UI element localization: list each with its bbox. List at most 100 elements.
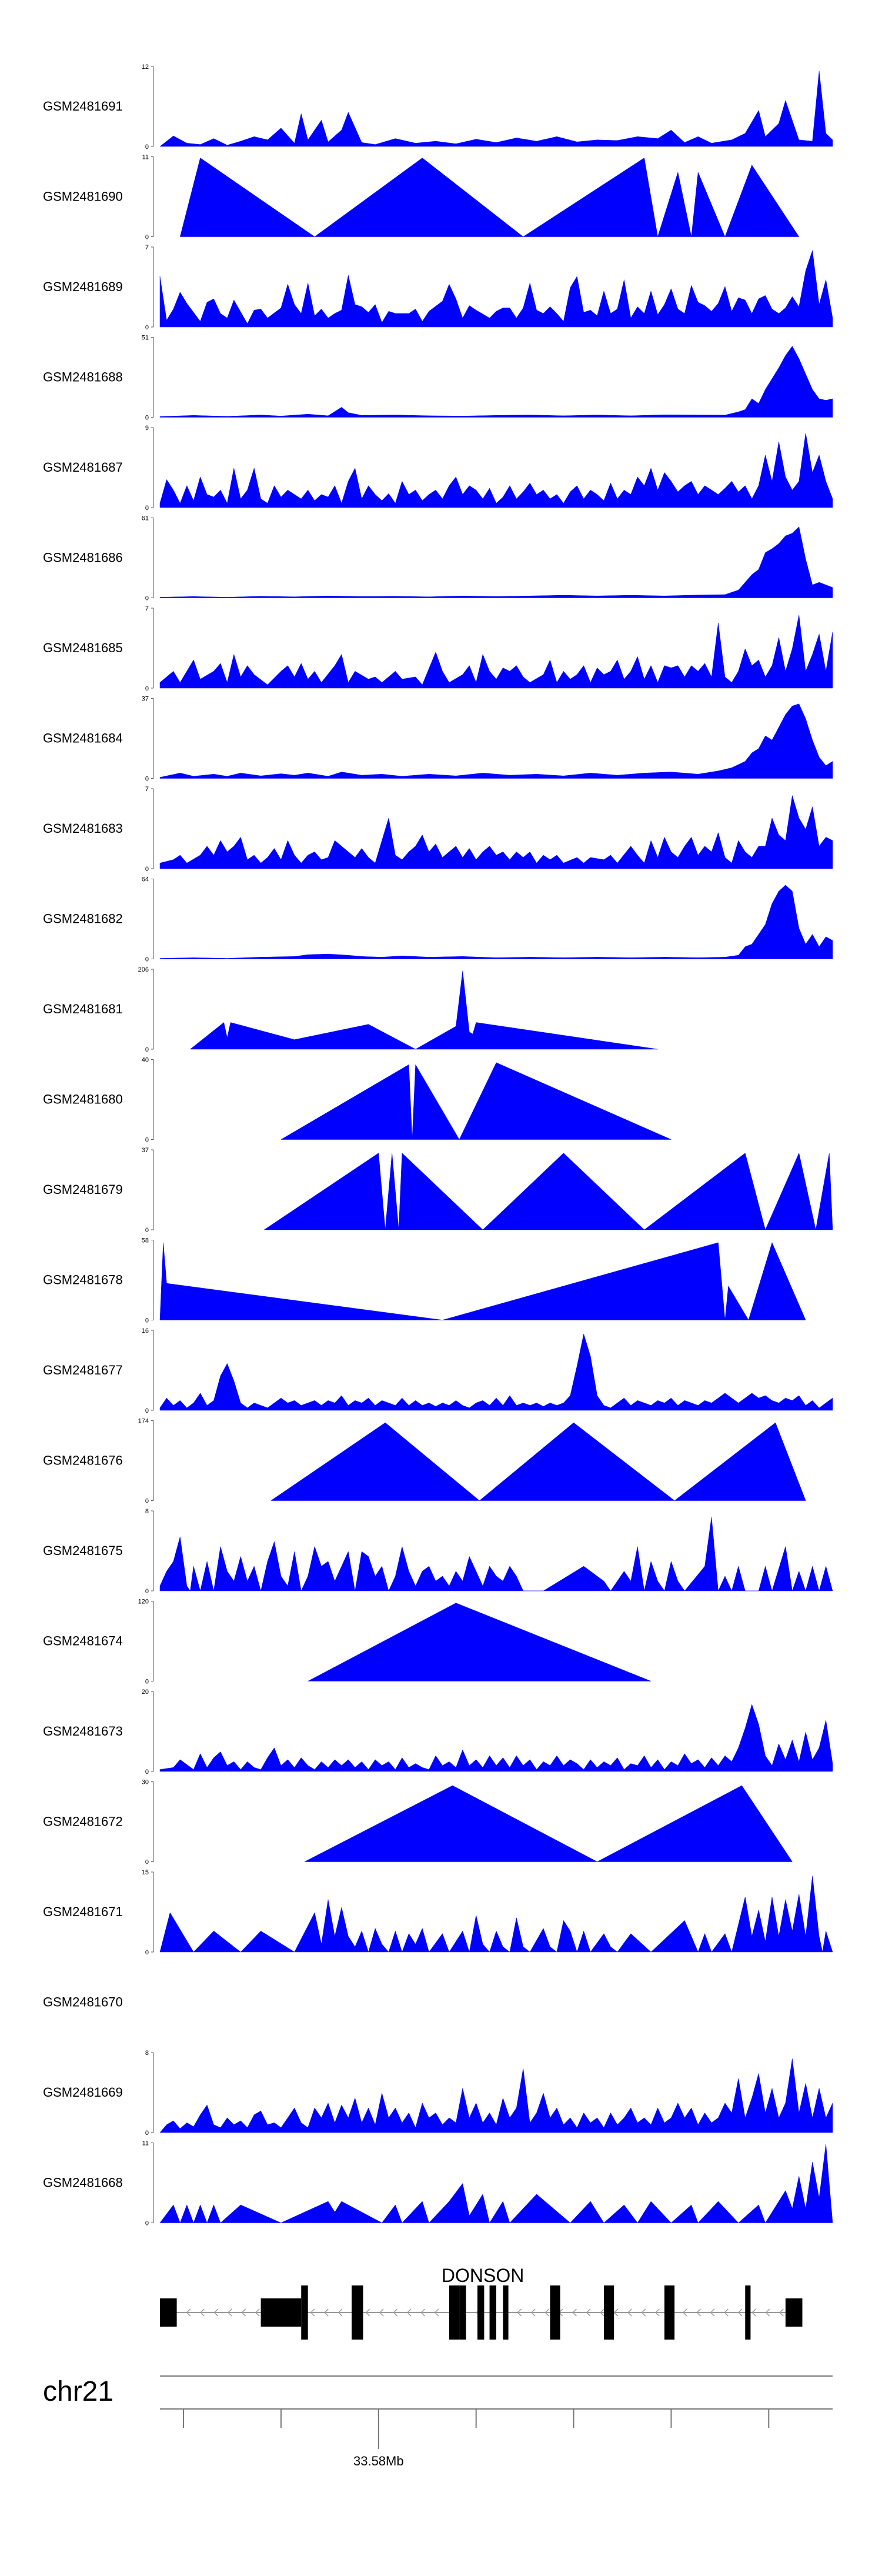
track-GSM2481689: GSM2481689 7 0 [43, 244, 833, 331]
y-tick-min-label: 0 [145, 415, 149, 422]
coverage-area [159, 885, 833, 959]
y-tick-max-label: 40 [142, 1057, 149, 1064]
y-tick-max-label: 9 [145, 425, 149, 432]
coverage-tracks: GSM2481691120GSM2481690110GSM248168970GS… [43, 64, 833, 2227]
coverage-area [270, 1422, 806, 1501]
track-label: GSM2481676 [43, 1453, 123, 1468]
strand-arrow-icon [186, 2308, 191, 2317]
track-label: GSM2481689 [43, 279, 123, 294]
track-GSM2481668: GSM2481668 11 0 [43, 2140, 833, 2227]
track-label: GSM2481669 [43, 2085, 123, 2100]
track-label: GSM2481685 [43, 640, 123, 655]
strand-arrow-icon [544, 2308, 550, 2317]
exon-block [664, 2285, 675, 2340]
exon-block [449, 2285, 460, 2340]
strand-arrow-icon [310, 2308, 315, 2317]
strand-arrow-icon [365, 2308, 370, 2317]
exon-block [503, 2285, 509, 2340]
strand-arrow-icon [751, 2308, 756, 2317]
track-label: GSM2481671 [43, 1904, 123, 1919]
y-tick-min-label: 0 [145, 1046, 149, 1053]
exon-block [550, 2285, 560, 2340]
coverage-area [308, 1603, 652, 1681]
exon-block [160, 2298, 177, 2327]
strand-arrow-icon [613, 2308, 619, 2317]
exon-block [459, 2285, 466, 2340]
coverage-area [159, 1517, 833, 1591]
y-tick-max-label: 206 [138, 966, 149, 973]
track-GSM2481669: GSM2481669 8 0 [43, 2050, 833, 2137]
track-label: GSM2481688 [43, 370, 123, 385]
track-GSM2481678: GSM2481678 58 0 [43, 1237, 806, 1324]
strand-arrow-icon [641, 2308, 646, 2317]
y-tick-min-label: 0 [145, 776, 149, 783]
strand-arrow-icon [765, 2308, 770, 2317]
track-GSM2481683: GSM2481683 7 0 [43, 786, 833, 873]
coverage-area [159, 703, 833, 779]
y-tick-max-label: 15 [142, 1869, 149, 1876]
strand-arrow-icon [572, 2308, 577, 2317]
exon-block [604, 2285, 614, 2340]
y-tick-min-label: 0 [145, 1588, 149, 1595]
y-tick-min-label: 0 [145, 505, 149, 512]
track-label: GSM2481674 [43, 1634, 123, 1649]
coordinate-tick-label: 33.58Mb [353, 2454, 404, 2468]
track-GSM2481670: GSM2481670 [43, 1995, 123, 2010]
gene-label: DONSON [442, 2265, 524, 2286]
y-tick-max-label: 30 [142, 1779, 149, 1786]
y-tick-max-label: 61 [142, 515, 149, 522]
y-tick-max-label: 16 [142, 1327, 149, 1334]
strand-arrow-icon [434, 2308, 439, 2317]
y-tick-min-label: 0 [145, 1859, 149, 1866]
exon-block [260, 2298, 302, 2327]
y-tick-min-label: 0 [145, 956, 149, 963]
strand-arrow-icon [517, 2308, 522, 2317]
coverage-area [159, 346, 833, 418]
track-GSM2481686: GSM2481686 61 0 [43, 515, 833, 602]
gene-model-track: DONSON [160, 2265, 803, 2340]
track-label: GSM2481691 [43, 99, 123, 114]
y-tick-min-label: 0 [145, 595, 149, 602]
y-tick-max-label: 8 [145, 1508, 149, 1515]
strand-arrow-icon [655, 2308, 660, 2317]
coverage-area [189, 970, 658, 1050]
track-label: GSM2481686 [43, 550, 123, 565]
y-tick-min-label: 0 [145, 1137, 149, 1144]
track-label: GSM2481673 [43, 1724, 123, 1739]
strand-arrow-icon [627, 2308, 632, 2317]
exon-block [301, 2285, 308, 2340]
coverage-area [179, 158, 800, 238]
coverage-area [159, 795, 833, 869]
coverage-area [159, 526, 833, 598]
track-GSM2481673: GSM2481673 20 0 [43, 1689, 833, 1776]
track-GSM2481690: GSM2481690 11 0 [43, 154, 800, 241]
y-tick-min-label: 0 [145, 1769, 149, 1776]
y-tick-min-label: 0 [145, 1498, 149, 1505]
track-GSM2481684: GSM2481684 37 0 [43, 696, 833, 783]
coverage-area [159, 433, 833, 508]
coverage-area [159, 1334, 833, 1411]
coverage-area [159, 2058, 833, 2133]
y-tick-max-label: 11 [142, 2140, 149, 2147]
y-tick-max-label: 20 [142, 1689, 149, 1696]
y-tick-min-label: 0 [145, 1407, 149, 1414]
y-tick-min-label: 0 [145, 234, 149, 241]
y-tick-max-label: 8 [145, 2050, 149, 2057]
y-tick-min-label: 0 [145, 866, 149, 873]
coverage-area [159, 2144, 833, 2224]
track-label: GSM2481677 [43, 1363, 123, 1377]
strand-arrow-icon [530, 2308, 536, 2317]
strand-arrow-icon [241, 2308, 246, 2317]
strand-arrow-icon [682, 2308, 687, 2317]
strand-arrow-icon [228, 2308, 232, 2317]
track-GSM2481672: GSM2481672 30 0 [43, 1779, 793, 1866]
y-tick-max-label: 58 [142, 1237, 149, 1244]
track-label: GSM2481668 [43, 2175, 123, 2190]
track-label: GSM2481683 [43, 821, 123, 836]
exon-block [352, 2285, 363, 2340]
coverage-area [159, 1242, 806, 1321]
strand-arrow-icon [779, 2308, 784, 2317]
strand-arrow-icon [586, 2308, 591, 2317]
track-GSM2481691: GSM2481691 12 0 [43, 64, 833, 151]
track-label: GSM2481684 [43, 731, 123, 746]
